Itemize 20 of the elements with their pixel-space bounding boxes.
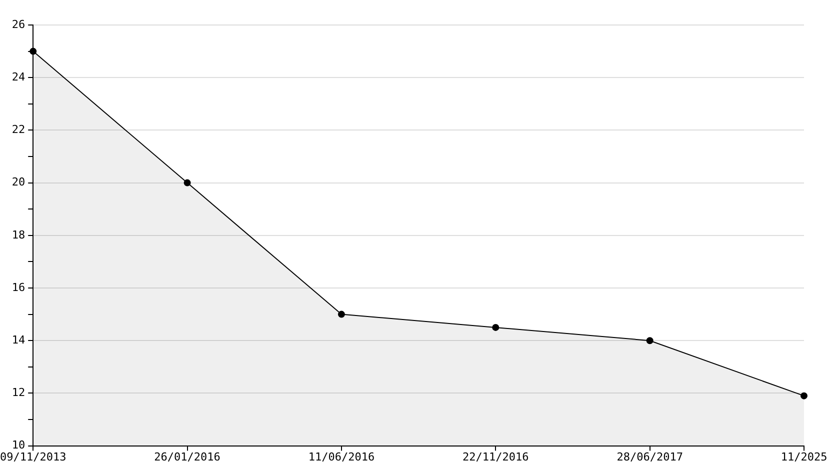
point bbox=[184, 179, 191, 186]
x-tick-label: 22/11/2016 bbox=[462, 450, 529, 464]
y-tick-label: 14 bbox=[12, 333, 26, 346]
y-tick-label: 18 bbox=[12, 228, 26, 242]
y-tick-label: 26 bbox=[12, 18, 26, 31]
y-tick-label: 10 bbox=[12, 438, 26, 452]
x-tick-label: 09/11/2013 bbox=[0, 450, 66, 464]
x-tick-label: 11/2025 bbox=[780, 450, 828, 464]
y-tick-label: 20 bbox=[12, 176, 26, 189]
point bbox=[492, 324, 500, 331]
point bbox=[338, 310, 345, 318]
y-tick-label: 16 bbox=[12, 280, 26, 294]
x-tick-label: 26/01/2016 bbox=[154, 450, 220, 464]
point bbox=[800, 392, 808, 400]
x-tick-label: 11/06/2016 bbox=[308, 450, 375, 464]
y-tick-label: 22 bbox=[12, 123, 26, 136]
x-tick-label: 28/06/2017 bbox=[616, 450, 683, 464]
y-tick-label: 12 bbox=[12, 386, 26, 400]
y-tick-label: 24 bbox=[12, 70, 26, 84]
point bbox=[646, 337, 654, 344]
